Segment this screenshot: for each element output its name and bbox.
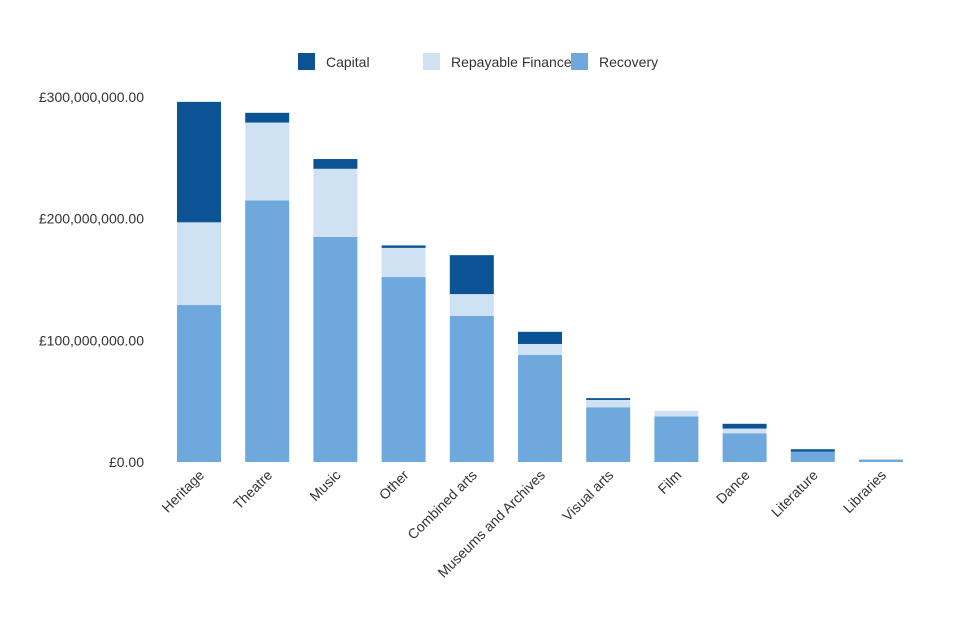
bar-repayable-finance	[381, 247, 426, 278]
bar-capital	[245, 112, 290, 123]
bar-capital	[722, 423, 767, 429]
bar-capital	[313, 159, 358, 169]
legend-label: Repayable Finance	[451, 54, 572, 70]
bar-recovery	[177, 305, 221, 462]
x-tick-label: Film	[655, 467, 685, 497]
bar-recovery	[381, 277, 426, 462]
y-tick-label: £100,000,000.00	[39, 332, 144, 348]
y-tick-label: £0.00	[109, 454, 144, 470]
legend-label: Capital	[326, 54, 370, 70]
bar-repayable-finance	[518, 343, 562, 355]
bar-repayable-finance	[654, 410, 699, 417]
bar-capital	[790, 449, 835, 452]
x-tick-label: Heritage	[158, 467, 207, 516]
bar-capital	[518, 331, 562, 344]
y-tick-label: £200,000,000.00	[39, 211, 144, 227]
legend-swatch	[423, 53, 440, 70]
x-tick-label: Other	[376, 467, 412, 503]
bar-recovery	[654, 416, 699, 462]
x-tick-label: Combined arts	[404, 467, 480, 543]
bar-recovery	[722, 433, 767, 462]
x-tick-label: Libraries	[840, 467, 889, 516]
y-tick-label: £300,000,000.00	[39, 89, 144, 105]
legend-swatch	[571, 53, 588, 70]
bar-recovery	[859, 459, 903, 462]
x-tick-label: Visual arts	[559, 467, 616, 524]
bar-recovery	[586, 407, 631, 462]
bar-capital	[177, 101, 221, 223]
bar-repayable-finance	[586, 399, 631, 408]
bar-recovery	[313, 236, 358, 462]
legend-swatch	[298, 53, 315, 70]
x-tick-label: Literature	[768, 467, 821, 520]
bar-repayable-finance	[449, 294, 494, 316]
bar-capital	[449, 255, 494, 295]
x-tick-label: Theatre	[230, 467, 276, 513]
x-tick-label: Dance	[713, 467, 753, 507]
bar-recovery	[449, 316, 494, 462]
bar-capital	[381, 245, 426, 248]
legend-label: Recovery	[599, 54, 658, 70]
bar-recovery	[245, 200, 290, 462]
bar-repayable-finance	[177, 222, 221, 306]
bar-capital	[586, 398, 631, 400]
bar-recovery	[518, 354, 562, 462]
bar-recovery	[790, 451, 835, 462]
bar-repayable-finance	[313, 168, 358, 237]
bar-repayable-finance	[722, 428, 767, 434]
bar-repayable-finance	[245, 122, 290, 201]
x-tick-label: Music	[306, 467, 343, 504]
